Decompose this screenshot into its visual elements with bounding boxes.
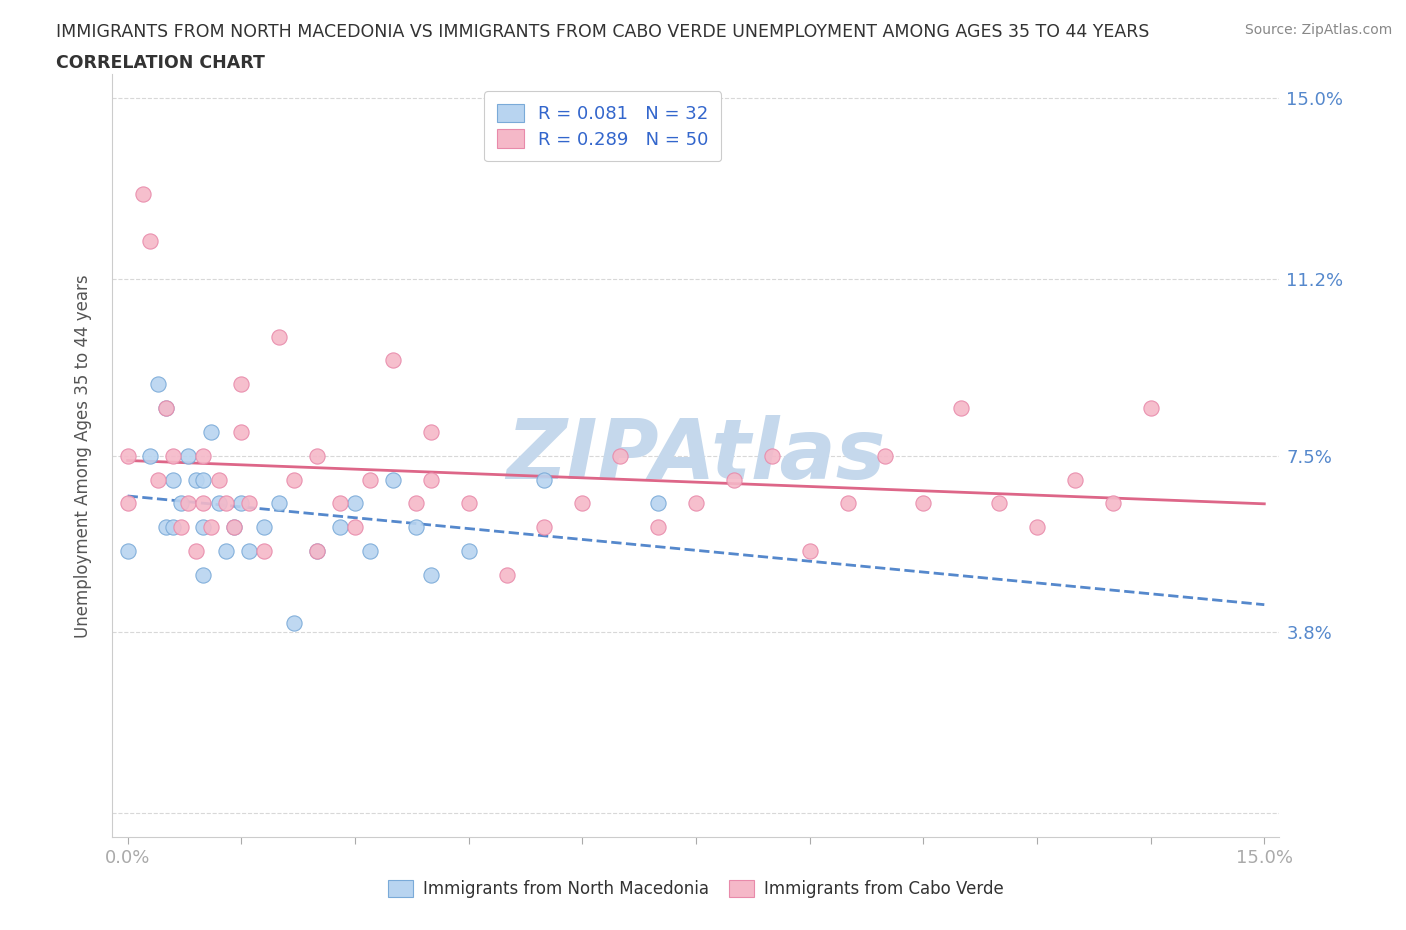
Point (139, 448, 162, 463)
Y-axis label: Unemployment Among Ages 35 to 44 years: Unemployment Among Ages 35 to 44 years (73, 274, 91, 637)
Point (457, 496, 479, 511)
Point (222, 520, 245, 535)
Point (269, 496, 291, 511)
Point (215, 496, 238, 511)
Point (343, 496, 366, 511)
Point (193, 472, 215, 487)
Point (132, 186, 155, 201)
Point (533, 520, 555, 535)
Point (155, 401, 177, 416)
Legend: Immigrants from North Macedonia, Immigrants from Cabo Verde: Immigrants from North Macedonia, Immigra… (381, 873, 1011, 905)
Point (162, 472, 184, 487)
Point (307, 544, 329, 559)
Point (155, 520, 177, 535)
Point (1026, 520, 1049, 535)
Point (170, 520, 193, 535)
Point (253, 520, 276, 535)
Point (571, 496, 593, 511)
Point (253, 544, 276, 559)
Point (647, 520, 669, 535)
Point (329, 520, 352, 535)
Point (155, 401, 177, 416)
Point (912, 496, 935, 511)
Point (343, 520, 366, 535)
Text: IMMIGRANTS FROM NORTH MACEDONIA VS IMMIGRANTS FROM CABO VERDE UNEMPLOYMENT AMONG: IMMIGRANTS FROM NORTH MACEDONIA VS IMMIG… (56, 23, 1150, 41)
Point (329, 496, 352, 511)
Point (231, 496, 253, 511)
Point (146, 377, 169, 392)
Point (457, 544, 479, 559)
Point (283, 472, 305, 487)
Point (170, 496, 193, 511)
Point (761, 448, 783, 463)
Point (215, 544, 238, 559)
Point (533, 472, 555, 487)
Point (162, 520, 184, 535)
Point (222, 520, 245, 535)
Point (419, 567, 441, 582)
Point (162, 448, 184, 463)
Point (193, 567, 215, 582)
Point (988, 496, 1011, 511)
Point (405, 520, 427, 535)
Point (875, 448, 897, 463)
Point (238, 496, 260, 511)
Point (269, 329, 291, 344)
Point (307, 544, 329, 559)
Point (177, 496, 200, 511)
Point (231, 377, 253, 392)
Point (231, 424, 253, 439)
Point (200, 424, 222, 439)
Point (193, 496, 215, 511)
Point (193, 448, 215, 463)
Point (419, 424, 441, 439)
Point (177, 448, 200, 463)
Point (647, 496, 669, 511)
Point (1063, 472, 1085, 487)
Point (405, 496, 427, 511)
Point (283, 615, 305, 630)
Point (1101, 496, 1123, 511)
Point (184, 544, 207, 559)
Point (117, 496, 139, 511)
Point (799, 544, 821, 559)
Point (359, 544, 381, 559)
Point (495, 567, 517, 582)
Point (1139, 401, 1161, 416)
Point (117, 448, 139, 463)
Point (419, 472, 441, 487)
Point (207, 472, 229, 487)
Point (146, 472, 169, 487)
Point (207, 496, 229, 511)
Point (238, 544, 260, 559)
Text: CORRELATION CHART: CORRELATION CHART (56, 54, 266, 72)
Point (381, 353, 404, 368)
Point (184, 472, 207, 487)
Text: ZIPAtlas: ZIPAtlas (506, 415, 886, 497)
Point (723, 472, 745, 487)
Point (685, 496, 707, 511)
Point (609, 448, 631, 463)
Point (193, 520, 215, 535)
Point (359, 472, 381, 487)
Text: Source: ZipAtlas.com: Source: ZipAtlas.com (1244, 23, 1392, 37)
Point (950, 401, 973, 416)
Point (837, 496, 859, 511)
Point (117, 544, 139, 559)
Point (307, 448, 329, 463)
Point (381, 472, 404, 487)
Point (200, 520, 222, 535)
Point (139, 233, 162, 248)
